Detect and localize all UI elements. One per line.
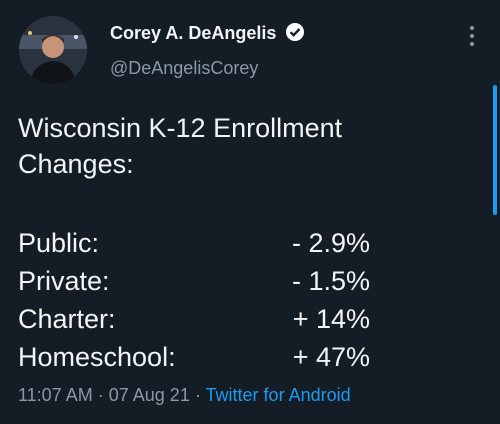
row-value: - 2.9%: [291, 228, 370, 258]
enrollment-row: Charter: + 14%: [18, 301, 370, 337]
more-menu[interactable]: [466, 24, 478, 48]
row-label: Charter:: [18, 304, 116, 334]
row-label: Public:: [18, 228, 100, 258]
source-link[interactable]: Twitter for Android: [205, 385, 351, 405]
enrollment-row: Homeschool: + 47%: [18, 339, 370, 375]
row-value: + 47%: [292, 342, 370, 372]
author-handle[interactable]: @DeAngelisCorey: [110, 58, 259, 78]
row-label: Private:: [18, 266, 110, 296]
tweet-title: Wisconsin K-12 Enrollment Changes:: [18, 113, 343, 179]
separator: ·: [194, 385, 201, 405]
row-value: - 1.5%: [291, 266, 370, 296]
author-name-text[interactable]: Corey A. DeAngelis: [110, 23, 277, 43]
row-value: + 14%: [292, 304, 370, 334]
enrollment-row: Public: - 2.9%: [18, 225, 370, 261]
row-label: Homeschool:: [18, 342, 176, 372]
enrollment-row: Private: - 1.5%: [18, 263, 370, 299]
date: 07 Aug 21: [108, 385, 190, 405]
author-name[interactable]: Corey A. DeAngelis: [110, 22, 305, 44]
avatar[interactable]: [18, 15, 88, 85]
verified-badge: [286, 23, 305, 41]
time: 11:07 AM: [18, 385, 93, 405]
tweet-footer: 11:07 AM · 07 Aug 21 · Twitter for Andro…: [18, 385, 351, 406]
scrollbar[interactable]: [493, 85, 497, 215]
separator: ·: [97, 385, 104, 405]
